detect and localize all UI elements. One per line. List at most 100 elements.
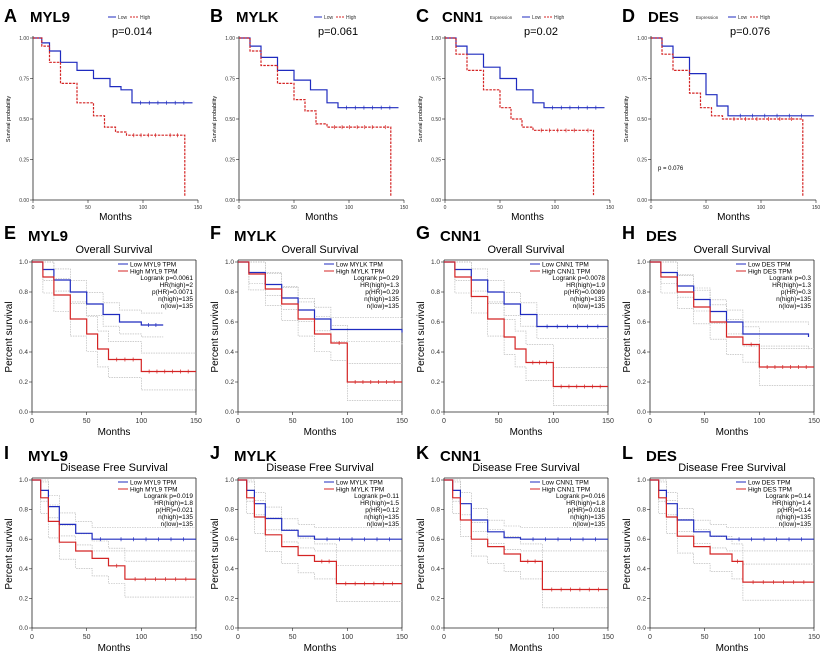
y-tick-label: 1.0: [431, 259, 440, 266]
series-line-low: [650, 261, 810, 337]
x-tick-label: 50: [289, 634, 297, 641]
y-tick-label: 0.6: [637, 319, 646, 326]
x-tick-label: 100: [753, 634, 765, 641]
series-line-high: [33, 37, 186, 197]
y-tick-label: 0.4: [431, 566, 440, 573]
legend-label: Low CNN1 TPM: [542, 480, 589, 487]
stat-line: n(low)=135: [573, 303, 606, 310]
legend-label: High MYLK TPM: [336, 487, 384, 494]
legend: Expression Low High: [696, 15, 771, 21]
y-tick-label: 0.6: [637, 536, 646, 543]
legend-label: High DES TPM: [748, 269, 792, 276]
stat-line: n(high)=135: [364, 296, 399, 303]
y-tick-label: 0.8: [431, 507, 440, 514]
gene-name: MYLK: [234, 228, 277, 245]
stat-line: n(low)=135: [779, 303, 812, 310]
stat-line: Logrank p=0.0061: [140, 275, 193, 282]
series-line-low: [238, 261, 403, 333]
y-tick-label: 0.2: [225, 379, 234, 386]
ci-band-low: [32, 479, 196, 528]
x-tick-label: 100: [341, 634, 353, 641]
stat-line: HR(high)=1.3: [360, 282, 399, 289]
y-tick-label: 0.75: [225, 77, 235, 83]
legend: Expression Low High: [490, 15, 565, 21]
legend-label-low: Low: [532, 15, 542, 21]
y-tick-label: 0.00: [637, 198, 647, 204]
legend-label-low: Low: [118, 15, 128, 21]
legend-label-low: Low: [738, 15, 748, 21]
stat-line: Logrank p=0.29: [354, 275, 400, 282]
y-tick-label: 0.4: [225, 566, 234, 573]
panel-letter: D: [622, 6, 635, 26]
subplot-title: Overall Survival: [487, 244, 564, 256]
stat-line: n(low)=135: [367, 521, 400, 528]
x-tick-label: 100: [753, 418, 765, 425]
y-tick-label: 1.00: [19, 36, 29, 42]
x-tick-label: 50: [83, 634, 91, 641]
y-tick-label: 1.0: [225, 259, 234, 266]
legend-label: Low MYL9 TPM: [130, 480, 176, 487]
panel-letter: K: [416, 443, 429, 463]
stat-line: n(high)=135: [570, 514, 605, 521]
gene-name: CNN1: [440, 228, 481, 245]
y-tick-label: 1.0: [19, 477, 28, 484]
series-line-low: [444, 261, 608, 328]
panel-letter: F: [210, 223, 221, 243]
y-tick-label: 0.0: [225, 625, 234, 632]
ci-band-high: [238, 261, 402, 401]
y-tick-label: 1.0: [431, 477, 440, 484]
series-line-high: [239, 37, 392, 197]
stat-line: HR(high)=1.5: [360, 500, 399, 507]
x-tick-label: 0: [442, 634, 446, 641]
gene-name: DES: [646, 228, 677, 245]
x-tick-label: 100: [341, 418, 353, 425]
y-tick-label: 0.4: [637, 349, 646, 356]
y-tick-label: 0.4: [431, 349, 440, 356]
ci-band-low: [650, 479, 814, 552]
gene-name: CNN1: [442, 9, 483, 26]
series-line-low: [33, 37, 193, 104]
x-tick-label: 0: [444, 205, 447, 211]
stat-line: p(HR)=0.3: [781, 289, 812, 296]
x-tick-label: 50: [701, 418, 709, 425]
y-axis-label: Percent survival: [622, 301, 633, 372]
x-tick-label: 100: [345, 205, 354, 211]
series-line-low: [444, 479, 608, 540]
series-line-high: [444, 479, 608, 591]
subplot-title: Overall Survival: [281, 244, 358, 256]
stat-line: p(HR)=0.0071: [152, 289, 193, 296]
legend-title: Expression: [696, 15, 719, 20]
y-tick-label: 0.00: [225, 198, 235, 204]
x-tick-label: 150: [396, 634, 408, 641]
panel-a: A MYL9 p=0.014 Low High 0.00 0.25 0.50 0.75 1.00 0…: [4, 6, 202, 223]
gene-name: MYL9: [30, 9, 70, 26]
x-axis-label: Months: [511, 212, 544, 223]
x-axis-label: Months: [510, 643, 543, 652]
x-axis-label: Months: [98, 643, 131, 652]
stat-line: HR(high)=1.9: [566, 282, 605, 289]
panel-c: C CNN1 p=0.02 Expression Low High 0.00 0.25 0.50…: [416, 6, 614, 223]
ci-band-high: [444, 479, 608, 609]
ci-band-low: [238, 479, 402, 528]
gene-name: MYL9: [28, 228, 68, 245]
y-tick-label: 0.00: [19, 198, 29, 204]
stat-line: p(HR)=0.12: [365, 507, 399, 514]
x-tick-label: 50: [701, 634, 709, 641]
panel-letter: H: [622, 223, 635, 243]
stat-line: Logrank p=0.14: [766, 493, 812, 500]
subplot-title: Overall Survival: [75, 244, 152, 256]
ci-band-high: [32, 479, 196, 598]
subplot-title: Disease Free Survival: [472, 462, 580, 474]
y-tick-label: 0.0: [19, 625, 28, 632]
stat-line: n(low)=135: [573, 521, 606, 528]
ci-band-high: [650, 261, 814, 386]
y-tick-label: 0.75: [637, 77, 647, 83]
x-tick-label: 150: [812, 205, 821, 211]
y-tick-label: 0.6: [19, 319, 28, 326]
x-tick-label: 50: [703, 205, 709, 211]
gene-name: CNN1: [440, 448, 481, 465]
gene-name: DES: [648, 9, 679, 26]
ci-band-low: [238, 479, 402, 552]
